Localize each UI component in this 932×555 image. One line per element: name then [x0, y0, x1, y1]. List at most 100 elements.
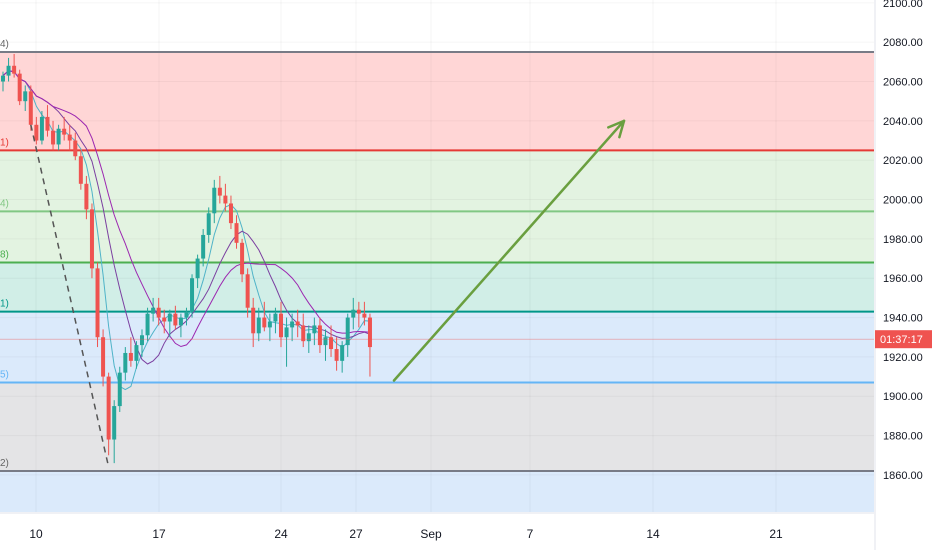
- candle[interactable]: [162, 309, 167, 334]
- candle-body: [84, 183, 89, 210]
- candle-body: [56, 128, 61, 145]
- candle[interactable]: [323, 329, 328, 361]
- candle[interactable]: [284, 317, 289, 367]
- candle-body: [134, 345, 139, 361]
- candle[interactable]: [217, 175, 222, 204]
- candle-body: [67, 134, 72, 141]
- candle-body: [1, 75, 5, 82]
- candle[interactable]: [351, 297, 356, 330]
- candle[interactable]: [279, 301, 283, 348]
- candle[interactable]: [312, 317, 317, 346]
- candle[interactable]: [140, 329, 144, 357]
- candle[interactable]: [273, 307, 278, 334]
- candle[interactable]: [39, 111, 44, 145]
- fib-edge-labels: 4) 1) 4) 8) 1) 5) 2): [0, 39, 9, 469]
- candle[interactable]: [89, 203, 94, 279]
- candle[interactable]: [334, 337, 339, 371]
- candle[interactable]: [78, 150, 83, 190]
- candle[interactable]: [262, 301, 267, 332]
- candle[interactable]: [245, 268, 250, 318]
- candle[interactable]: [101, 329, 106, 387]
- candle-body: [34, 124, 39, 141]
- trend-arrow[interactable]: [392, 119, 626, 382]
- candle[interactable]: [28, 85, 33, 131]
- candle[interactable]: [295, 309, 300, 338]
- candle[interactable]: [117, 366, 122, 412]
- candle[interactable]: [6, 57, 11, 82]
- candle[interactable]: [356, 301, 361, 328]
- candle[interactable]: [17, 69, 22, 106]
- candle[interactable]: [62, 116, 67, 141]
- candle-body: [367, 317, 372, 348]
- candle[interactable]: [195, 254, 200, 289]
- fib-level-label: 1): [0, 299, 9, 310]
- candle[interactable]: [267, 313, 272, 342]
- candle[interactable]: [234, 215, 239, 249]
- candle[interactable]: [34, 116, 39, 145]
- candle[interactable]: [223, 183, 228, 212]
- candle-body: [95, 268, 100, 338]
- candle-body: [362, 313, 367, 318]
- candle[interactable]: [128, 337, 133, 367]
- candle-body: [273, 313, 278, 322]
- candle[interactable]: [23, 85, 28, 112]
- candle[interactable]: [134, 341, 139, 369]
- candle[interactable]: [45, 105, 50, 137]
- candle[interactable]: [51, 120, 56, 151]
- candle[interactable]: [173, 305, 178, 330]
- candle[interactable]: [329, 325, 334, 357]
- candle[interactable]: [67, 124, 72, 151]
- candle[interactable]: [340, 341, 345, 373]
- candle[interactable]: [184, 307, 189, 326]
- candle[interactable]: [156, 297, 161, 326]
- candle[interactable]: [251, 297, 256, 348]
- candle[interactable]: [206, 207, 211, 243]
- price-axis-bg: [875, 0, 932, 550]
- candle[interactable]: [151, 297, 156, 322]
- candle[interactable]: [123, 347, 128, 381]
- candle[interactable]: [367, 313, 372, 377]
- candle-body: [351, 309, 356, 318]
- candle[interactable]: [112, 400, 117, 464]
- candle[interactable]: [106, 372, 111, 456]
- candle[interactable]: [345, 313, 350, 357]
- candle-body: [39, 116, 44, 141]
- candle-body: [123, 352, 128, 373]
- candle-body: [317, 325, 322, 346]
- candle-body: [184, 311, 189, 318]
- swing-dashed-line[interactable]: [30, 124, 110, 468]
- candle[interactable]: [240, 238, 245, 283]
- candle[interactable]: [167, 309, 172, 338]
- candle[interactable]: [84, 175, 89, 220]
- candle[interactable]: [145, 307, 150, 342]
- candle[interactable]: [228, 195, 233, 230]
- candle[interactable]: [178, 313, 183, 338]
- candle[interactable]: [201, 229, 206, 267]
- candle[interactable]: [317, 317, 322, 353]
- candle[interactable]: [290, 313, 295, 342]
- candle[interactable]: [256, 307, 261, 342]
- current-price-badge: [875, 330, 932, 349]
- candle-body: [145, 313, 150, 336]
- candle[interactable]: [301, 313, 306, 348]
- current-price-countdown: 01:37:17: [880, 334, 923, 346]
- candle-body: [295, 321, 300, 326]
- candle[interactable]: [73, 132, 78, 161]
- candle[interactable]: [212, 179, 217, 224]
- fib-level-label: 4): [0, 39, 9, 50]
- candle-body: [329, 337, 334, 350]
- time-tick-label: 24: [274, 527, 288, 541]
- candle[interactable]: [1, 71, 5, 92]
- candle-body: [306, 333, 311, 342]
- candle[interactable]: [95, 262, 100, 348]
- price-tick-label: 2040.00: [883, 116, 923, 128]
- candle[interactable]: [362, 301, 367, 326]
- fib-zone: [0, 382, 874, 471]
- candle-body: [334, 349, 339, 361]
- candle[interactable]: [190, 274, 195, 318]
- candle[interactable]: [12, 53, 17, 78]
- candle[interactable]: [56, 124, 61, 151]
- annotations: [0, 119, 874, 468]
